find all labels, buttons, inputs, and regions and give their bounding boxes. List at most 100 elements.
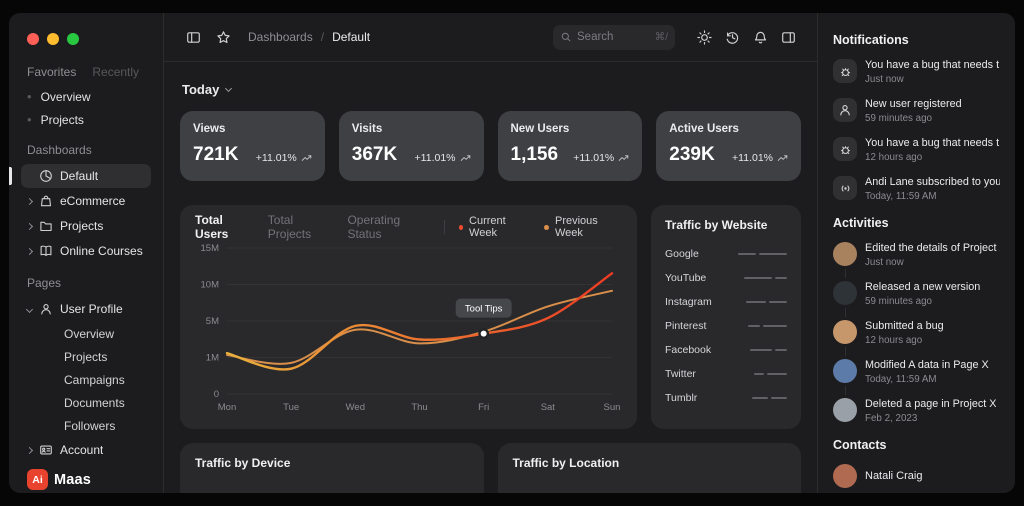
zoom-button[interactable] bbox=[67, 33, 79, 45]
bug-icon bbox=[833, 59, 857, 83]
top-bar-left-icons bbox=[180, 24, 236, 50]
contacts-list: Natali Craig bbox=[833, 464, 1000, 488]
activity-item[interactable]: Modified A data in Page X Today, 11:59 AM bbox=[833, 359, 1000, 385]
user-icon bbox=[39, 302, 53, 316]
stat-card-visits[interactable]: Visits 367K +11.01% bbox=[338, 111, 484, 181]
website-bars bbox=[748, 324, 787, 328]
stat-label: New Users bbox=[510, 123, 570, 135]
stat-delta: +11.01% bbox=[573, 152, 629, 166]
website-name: Tumblr bbox=[665, 392, 698, 404]
stat-card-active-users[interactable]: Active Users 239K +11.01% bbox=[656, 111, 801, 181]
sidebar-subitem-overview[interactable]: Overview bbox=[64, 326, 115, 341]
website-name: Google bbox=[665, 248, 699, 260]
history-icon bbox=[725, 30, 740, 45]
sidebar-section-dashboards: Dashboards bbox=[27, 143, 92, 157]
period-dropdown[interactable]: Today bbox=[180, 74, 233, 111]
panel-right-button[interactable] bbox=[775, 24, 801, 50]
sidebar-tabs: Favorites Recently bbox=[21, 61, 151, 85]
svg-text:Wed: Wed bbox=[346, 402, 365, 413]
sidebar-subitem-projects[interactable]: Projects bbox=[64, 349, 108, 364]
svg-text:Tool Tips: Tool Tips bbox=[465, 304, 503, 315]
sidebar-tab-recently[interactable]: Recently bbox=[92, 65, 140, 79]
notification-time: Today, 11:59 AM bbox=[865, 191, 937, 202]
avatar bbox=[833, 320, 857, 344]
stat-label: Views bbox=[193, 123, 226, 135]
star-button[interactable] bbox=[210, 24, 236, 50]
stat-delta: +11.01% bbox=[256, 152, 312, 166]
notification-item[interactable]: You have a bug that needs t... 12 hours a… bbox=[833, 137, 1000, 163]
sidebar-subitem-campaigns[interactable]: Campaigns bbox=[64, 372, 125, 387]
stat-label: Active Users bbox=[669, 123, 739, 135]
website-row-facebook: Facebook bbox=[665, 344, 787, 356]
sun-button[interactable] bbox=[691, 24, 717, 50]
notification-time: 12 hours ago bbox=[865, 152, 923, 163]
stat-card-views[interactable]: Views 721K +11.01% bbox=[180, 111, 325, 181]
activity-time: 12 hours ago bbox=[865, 335, 923, 346]
sidebar-subitem-followers[interactable]: Followers bbox=[64, 418, 116, 433]
website-name: YouTube bbox=[665, 272, 707, 284]
item-label: Overview bbox=[40, 89, 91, 104]
bell-button[interactable] bbox=[747, 24, 773, 50]
card-title: Traffic by Location bbox=[512, 456, 620, 470]
bullet-icon: • bbox=[27, 89, 32, 104]
sidebar-item-projects[interactable]: Projects bbox=[21, 214, 151, 238]
website-name: Instagram bbox=[665, 296, 712, 308]
legend-dot-icon bbox=[544, 224, 549, 230]
notification-text: Andi Lane subscribed to you bbox=[865, 176, 1000, 188]
activity-item[interactable]: Deleted a page in Project X Feb 2, 2023 bbox=[833, 398, 1000, 424]
sidebar-item-user-profile[interactable]: User Profile bbox=[21, 297, 151, 321]
sidebar-subitem-documents[interactable]: Documents bbox=[64, 395, 125, 410]
sidebar-item-default[interactable]: Default bbox=[9, 164, 151, 188]
activity-item[interactable]: Released a new version 59 minutes ago bbox=[833, 281, 1000, 307]
search-box[interactable]: ⌘/ bbox=[553, 24, 675, 50]
sidebar-tab-favorites[interactable]: Favorites bbox=[27, 65, 77, 79]
star-icon bbox=[216, 30, 231, 45]
breadcrumb-dashboards[interactable]: Dashboards bbox=[248, 30, 313, 44]
website-bars bbox=[752, 396, 787, 400]
chart-tab-total-projects[interactable]: Total Projects bbox=[267, 213, 312, 241]
app-logo: Ai Maas bbox=[21, 463, 151, 493]
bottom-cards-row: Traffic by Device Traffic by Location bbox=[180, 443, 801, 493]
stat-card-new-users[interactable]: New Users 1,156 +11.01% bbox=[497, 111, 643, 181]
avatar bbox=[833, 242, 857, 266]
sidebar: Favorites Recently • Overview • Projects Das… bbox=[9, 13, 164, 493]
sidebar-item-online-courses[interactable]: Online Courses bbox=[21, 239, 151, 263]
chevron-down-icon bbox=[25, 305, 34, 313]
activity-item[interactable]: Edited the details of Project X Just now bbox=[833, 242, 1000, 268]
website-row-youtube: YouTube bbox=[665, 272, 787, 284]
id-card-icon bbox=[39, 443, 53, 457]
divider bbox=[443, 220, 445, 234]
svg-text:Tue: Tue bbox=[283, 402, 299, 413]
panel-left-button[interactable] bbox=[180, 24, 206, 50]
sidebar-item-projects[interactable]: • Projects bbox=[21, 108, 151, 131]
sidebar-item-account[interactable]: Account bbox=[21, 438, 151, 462]
contact-item[interactable]: Natali Craig bbox=[833, 464, 1000, 488]
stat-delta: +11.01% bbox=[415, 152, 471, 166]
chart-tab-operating-status[interactable]: Operating Status bbox=[347, 213, 401, 241]
history-button[interactable] bbox=[719, 24, 745, 50]
notifications-list: You have a bug that needs t... Just now Ne… bbox=[833, 59, 1000, 202]
activity-time: Feb 2, 2023 bbox=[865, 413, 918, 424]
breadcrumb-separator: / bbox=[320, 30, 325, 44]
website-row-google: Google bbox=[665, 248, 787, 260]
activities-list: Edited the details of Project X Just now R… bbox=[833, 242, 1000, 424]
sun-icon bbox=[696, 29, 712, 45]
website-rows: Google YouTube Instagram Pinterest Facebook T… bbox=[665, 236, 787, 416]
sidebar-item-ecommerce[interactable]: eCommerce bbox=[21, 189, 151, 213]
notification-item[interactable]: Andi Lane subscribed to you Today, 11:59 … bbox=[833, 176, 1000, 202]
minimize-button[interactable] bbox=[47, 33, 59, 45]
stat-label: Visits bbox=[351, 123, 383, 135]
sidebar-item-overview[interactable]: • Overview bbox=[21, 85, 151, 108]
search-input[interactable] bbox=[577, 31, 650, 43]
website-name: Facebook bbox=[665, 344, 712, 356]
notification-item[interactable]: New user registered 59 minutes ago bbox=[833, 98, 1000, 124]
activity-item[interactable]: Submitted a bug 12 hours ago bbox=[833, 320, 1000, 346]
main-area: Dashboards / Default ⌘/ Today Views 721K +11… bbox=[164, 13, 817, 493]
chart-tab-total-users[interactable]: Total Users bbox=[195, 213, 229, 241]
notification-item[interactable]: You have a bug that needs t... Just now bbox=[833, 59, 1000, 85]
breadcrumb-default[interactable]: Default bbox=[332, 30, 371, 44]
website-row-twitter: Twitter bbox=[665, 368, 787, 380]
notification-time: 59 minutes ago bbox=[865, 113, 932, 124]
svg-text:Sun: Sun bbox=[604, 402, 621, 413]
close-button[interactable] bbox=[27, 33, 39, 45]
